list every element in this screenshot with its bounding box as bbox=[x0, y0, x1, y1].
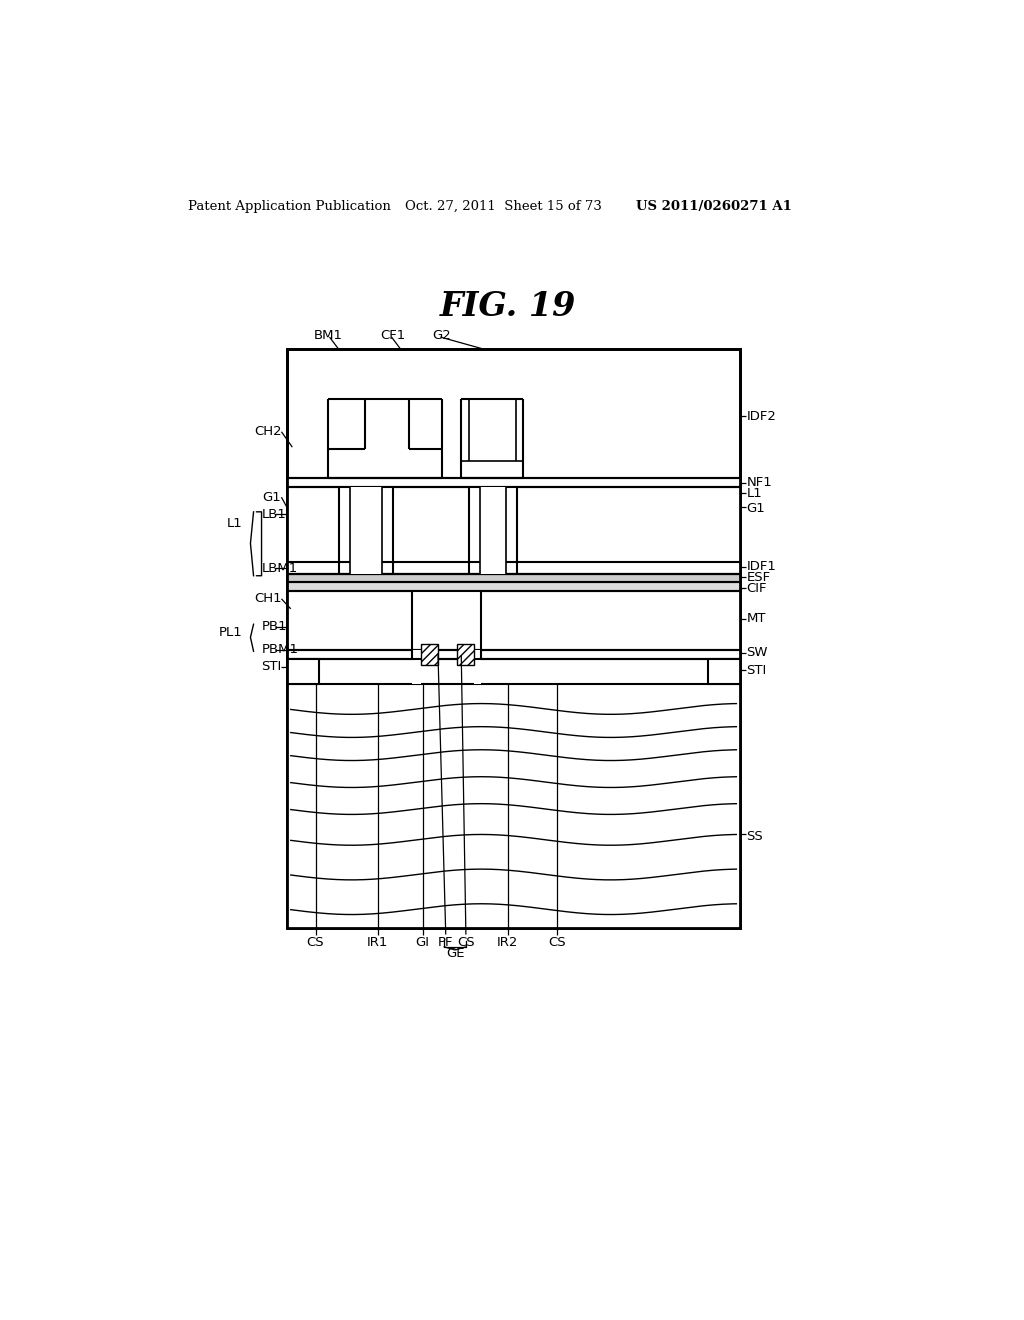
Bar bbox=[328, 449, 442, 478]
Text: L1: L1 bbox=[746, 487, 762, 500]
Bar bbox=[287, 659, 319, 684]
Bar bbox=[457, 644, 474, 665]
Text: IDF1: IDF1 bbox=[746, 560, 776, 573]
Bar bbox=[461, 400, 469, 478]
Text: PL1: PL1 bbox=[219, 626, 243, 639]
Bar bbox=[287, 591, 412, 649]
Bar bbox=[480, 487, 506, 574]
Text: NF1: NF1 bbox=[746, 477, 772, 490]
Bar bbox=[287, 350, 740, 478]
Text: US 2011/0260271 A1: US 2011/0260271 A1 bbox=[636, 199, 792, 213]
Text: CF1: CF1 bbox=[380, 329, 406, 342]
Text: SW: SW bbox=[746, 647, 768, 659]
Text: GI: GI bbox=[416, 936, 429, 949]
Text: CS: CS bbox=[457, 936, 475, 949]
Text: MT: MT bbox=[746, 612, 766, 626]
Bar bbox=[480, 591, 740, 649]
Bar bbox=[366, 400, 410, 449]
Text: CS: CS bbox=[307, 936, 325, 949]
Text: CIF: CIF bbox=[746, 582, 767, 594]
Bar bbox=[287, 487, 339, 574]
Text: SS: SS bbox=[746, 829, 763, 842]
Bar bbox=[287, 562, 740, 574]
Bar bbox=[287, 350, 740, 928]
Bar bbox=[412, 591, 480, 649]
Bar bbox=[469, 400, 515, 461]
Bar bbox=[412, 649, 421, 684]
Text: ESF: ESF bbox=[746, 570, 771, 583]
Bar bbox=[410, 400, 442, 478]
Text: IDF2: IDF2 bbox=[746, 409, 776, 422]
Text: STI: STI bbox=[746, 664, 767, 677]
Bar bbox=[515, 400, 523, 478]
Text: BM1: BM1 bbox=[314, 329, 343, 342]
Bar bbox=[461, 400, 523, 478]
Bar bbox=[287, 659, 740, 684]
Bar bbox=[474, 649, 480, 684]
Bar bbox=[287, 582, 740, 591]
Text: Oct. 27, 2011  Sheet 15 of 73: Oct. 27, 2011 Sheet 15 of 73 bbox=[406, 199, 602, 213]
Bar bbox=[708, 659, 740, 684]
Text: G1: G1 bbox=[263, 491, 282, 504]
Text: CS: CS bbox=[549, 936, 566, 949]
Bar bbox=[287, 350, 740, 928]
Text: STI: STI bbox=[261, 660, 282, 673]
Text: LBM1: LBM1 bbox=[261, 561, 298, 574]
Text: IR2: IR2 bbox=[497, 936, 518, 949]
Text: GE: GE bbox=[445, 946, 464, 960]
Text: PBM1: PBM1 bbox=[261, 643, 298, 656]
Text: PB1: PB1 bbox=[261, 620, 287, 634]
Text: CH2: CH2 bbox=[254, 425, 282, 438]
Bar bbox=[469, 487, 517, 574]
Bar bbox=[287, 649, 740, 659]
Bar bbox=[421, 644, 438, 665]
Bar bbox=[461, 461, 523, 478]
Text: PF: PF bbox=[438, 936, 454, 949]
Bar bbox=[393, 487, 469, 574]
Bar bbox=[349, 487, 382, 574]
Text: Patent Application Publication: Patent Application Publication bbox=[188, 199, 391, 213]
Text: G2: G2 bbox=[432, 329, 452, 342]
Bar bbox=[287, 684, 740, 928]
Bar bbox=[328, 400, 366, 478]
Text: LB1: LB1 bbox=[261, 508, 286, 520]
Bar bbox=[287, 591, 740, 649]
Text: FIG. 19: FIG. 19 bbox=[439, 290, 575, 323]
Bar bbox=[287, 574, 740, 582]
Bar bbox=[517, 487, 740, 574]
Text: CH1: CH1 bbox=[254, 593, 282, 606]
Text: IR1: IR1 bbox=[367, 936, 388, 949]
Text: L1: L1 bbox=[227, 517, 243, 529]
Text: G1: G1 bbox=[746, 502, 765, 515]
Bar bbox=[328, 400, 442, 478]
Bar bbox=[287, 487, 740, 574]
Bar bbox=[287, 478, 740, 487]
Bar bbox=[339, 487, 393, 574]
